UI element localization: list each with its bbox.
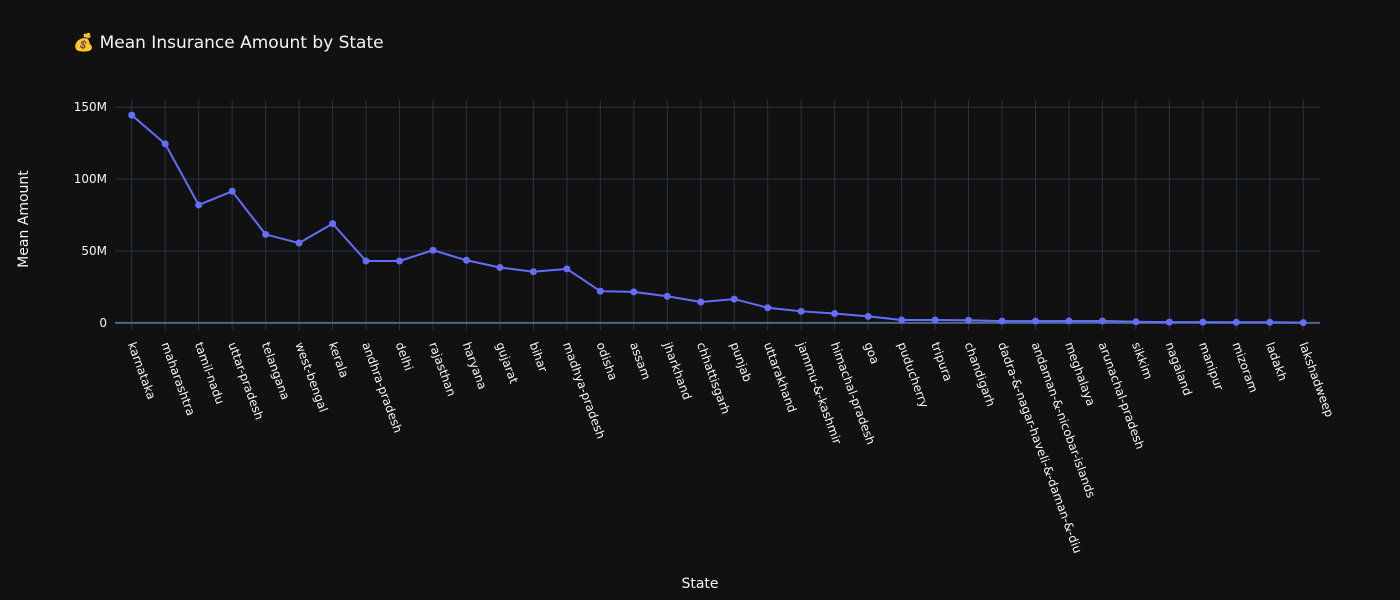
x-tick-label: chhattisgarh	[694, 340, 733, 416]
data-point	[831, 309, 839, 317]
x-tick-label: haryana	[460, 340, 490, 391]
data-point	[998, 317, 1006, 325]
x-tick-label: karnataka	[125, 340, 159, 401]
data-point	[730, 295, 738, 303]
money-bag-icon: 💰	[73, 33, 95, 53]
x-tick-label: jharkhand	[660, 339, 694, 401]
data-point	[128, 111, 136, 119]
x-tick-label: west-bengal	[292, 340, 330, 414]
chart-title-text: Mean Insurance Amount by State	[99, 33, 384, 53]
data-point	[1031, 317, 1039, 325]
data-point	[931, 316, 939, 324]
data-point	[1266, 318, 1274, 326]
data-point	[362, 257, 370, 265]
data-point	[697, 298, 705, 306]
x-tick-label: andaman-&-nicobar-islands	[1029, 340, 1098, 500]
series-mean-amount	[128, 111, 1307, 327]
x-tick-label: lakshadweep	[1296, 340, 1336, 419]
data-point	[396, 257, 404, 265]
data-point	[262, 230, 270, 238]
x-tick-label: manipur	[1196, 340, 1226, 392]
data-point	[797, 307, 805, 315]
data-point	[529, 268, 537, 276]
y-tick-label: 0	[99, 316, 107, 330]
data-point	[161, 140, 169, 148]
x-tick-label: punjab	[727, 340, 754, 383]
y-axis-label: Mean Amount	[16, 170, 32, 268]
data-point	[462, 256, 470, 264]
x-tick-label: gujarat	[493, 340, 521, 385]
x-tick-label: uttar-pradesh	[225, 340, 266, 422]
data-point	[1199, 318, 1207, 326]
x-tick-label: uttarakhand	[761, 340, 799, 414]
x-tick-label: assam	[627, 340, 653, 381]
x-tick-label: bihar	[527, 340, 551, 374]
data-point	[496, 263, 504, 271]
data-point	[1065, 317, 1073, 325]
data-point	[630, 288, 638, 296]
x-tick-label: sikkim	[1129, 340, 1155, 381]
chart-title: 💰 Mean Insurance Amount by State	[73, 33, 384, 53]
data-point	[898, 316, 906, 324]
data-point	[1165, 318, 1173, 326]
data-point	[563, 265, 571, 273]
data-point	[764, 304, 772, 312]
data-point	[329, 220, 337, 228]
x-tick-label: nagaland	[1163, 340, 1195, 397]
data-point	[429, 246, 437, 254]
y-tick-label: 150M	[74, 100, 107, 114]
x-tick-label: telangana	[259, 340, 293, 401]
y-tick-label: 50M	[81, 244, 107, 258]
x-tick-label: kerala	[326, 340, 352, 379]
x-axis-label: State	[681, 576, 718, 592]
data-point	[1132, 318, 1140, 326]
data-point	[295, 239, 303, 247]
x-tick-label: tripura	[928, 340, 955, 383]
x-tick-label: puducherry	[895, 340, 932, 409]
data-point	[663, 292, 671, 300]
y-tick-label: 100M	[74, 172, 107, 186]
grid-lines	[115, 100, 1320, 330]
x-tick-label: mizoram	[1230, 340, 1261, 394]
data-point	[1232, 318, 1240, 326]
x-tick-label: goa	[861, 340, 882, 366]
x-tick-label: tamil-nadu	[192, 340, 227, 406]
data-point	[965, 316, 973, 324]
series-line	[131, 114, 1304, 324]
x-tick-label: ladakh	[1263, 340, 1290, 383]
data-point	[1098, 317, 1106, 325]
y-axis-ticks: 0 50M 100M 150M	[74, 100, 107, 330]
x-axis-ticks: karnataka maharashtratamil-naduuttar-prad…	[125, 339, 1337, 555]
data-point	[1299, 319, 1307, 327]
x-tick-label: maharashtra	[158, 340, 198, 417]
x-tick-label: chandigarh	[962, 340, 998, 408]
x-tick-label: odisha	[594, 340, 621, 382]
data-point	[864, 312, 872, 320]
data-point	[596, 287, 604, 295]
data-point	[195, 201, 203, 209]
data-point	[228, 187, 236, 195]
x-tick-label: delhi	[393, 340, 416, 372]
x-tick-label: meghalaya	[1062, 340, 1098, 408]
x-tick-label: rajasthan	[426, 340, 458, 398]
